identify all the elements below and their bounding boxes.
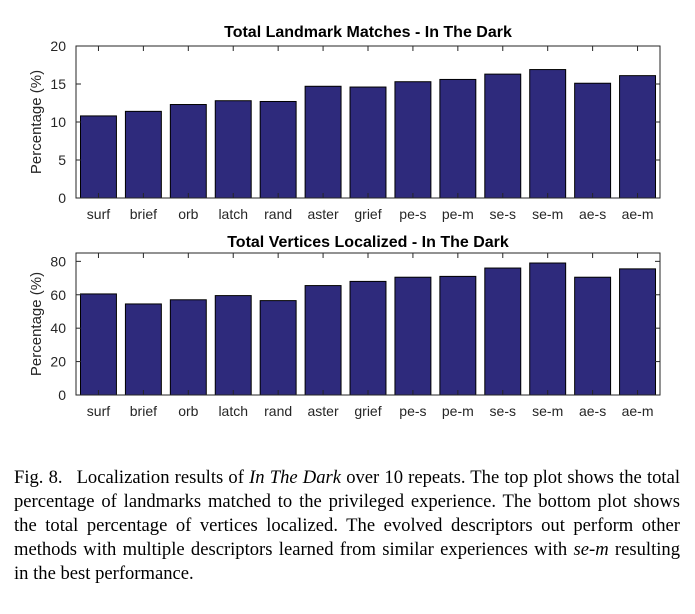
chart-1-bar-latch [214,100,252,199]
chart-2-bar-ae-m [619,268,657,396]
caption-emphasis-dataset: In The Dark [249,467,342,488]
chart-1-xtick-label-surf: surf [87,206,110,222]
chart-1-xtick-label-grief: grief [354,206,381,222]
chart-1-xtick-label-aster: aster [308,206,339,222]
chart-1-ytick-label-5: 5 [58,152,66,168]
chart-2-xtick-label-aster: aster [308,403,339,419]
chart-2-xtick-label-se-m: se-m [532,403,563,419]
chart-1-bar-se-s [484,73,522,199]
chart-2-bar-grief [349,280,387,396]
chart-1-xtick-label-pe-m: pe-m [442,206,474,222]
chart-2-bar-se-m [529,262,567,396]
chart-1-xtick-label-se-m: se-m [532,206,563,222]
chart-1-xtick-label-latch: latch [218,206,248,222]
chart-2-bar-rand [259,300,297,396]
chart-2-bar-latch [214,295,252,396]
chart-2-bar-pe-s [394,276,432,396]
chart-2-bar-aster [304,285,342,396]
chart-1-xtick-label-ae-s: ae-s [579,206,606,222]
figure-caption: Fig. 8. Localization results of In The Da… [14,466,680,586]
chart-1-ytick-label-0: 0 [58,190,66,206]
chart-2-ytick-label-0: 0 [58,387,66,403]
chart-2-xtick-label-ae-m: ae-m [622,403,654,419]
chart-2-xtick-label-brief: brief [130,403,157,419]
caption-emphasis-method: se-m [573,539,609,560]
chart-2-bar-brief [124,303,162,396]
chart-1-xtick-label-pe-s: pe-s [399,206,426,222]
chart-1-bar-orb [169,104,207,199]
chart-2-ytick-label-60: 60 [50,287,66,303]
chart-1-xtick-label-ae-m: ae-m [622,206,654,222]
chart-2-bar-surf [79,293,117,396]
chart-2-bar-orb [169,299,207,396]
chart-2-xtick-label-latch: latch [218,403,248,419]
chart-2-xtick-label-pe-s: pe-s [399,403,426,419]
chart-2-title: Total Vertices Localized - In The Dark [227,234,509,251]
chart-1-bar-ae-m [619,75,657,199]
chart-2-xtick-label-orb: orb [178,403,198,419]
chart-1-bar-brief [124,110,162,199]
caption-text-1: Localization results of [76,467,250,488]
chart-2-ytick-label-40: 40 [50,320,66,336]
chart-2-xtick-label-rand: rand [264,403,292,419]
chart-1-bar-pe-s [394,81,432,199]
chart-1-bar-grief [349,86,387,199]
caption-text-3: resulting in the best performance. [14,539,680,584]
chart-1-ytick-label-10: 10 [50,114,66,130]
chart-2-xtick-label-se-s: se-s [490,403,516,419]
chart-1-bar-se-m [529,69,567,199]
chart-1-bar-surf [79,115,117,199]
chart-2-ytick-label-20: 20 [50,354,66,370]
chart-2-bar-se-s [484,267,522,396]
chart-1-bar-rand [259,100,297,199]
chart-1-xtick-label-rand: rand [264,206,292,222]
chart-2-bar-ae-s [574,276,612,396]
chart-2-ytick-label-80: 80 [50,253,66,269]
chart-1-bar-aster [304,85,342,199]
chart-2-xtick-label-pe-m: pe-m [442,403,474,419]
chart-1-ylabel: Percentage (%) [28,70,45,174]
chart-1-xtick-label-se-s: se-s [490,206,516,222]
chart-2-ylabel: Percentage (%) [28,272,45,376]
chart-2-xtick-label-ae-s: ae-s [579,403,606,419]
chart-1-xtick-label-orb: orb [178,206,198,222]
chart-1-bar-ae-s [574,82,612,199]
chart-1-title: Total Landmark Matches - In The Dark [224,24,512,41]
caption-label: Fig. 8. [14,467,63,488]
figure-svg: Total Landmark Matches - In The Dark surf… [28,24,661,419]
chart-1-xtick-label-brief: brief [130,206,157,222]
caption-text-2: over 10 repeats. The top plot shows the … [14,467,681,560]
figure: Total Landmark Matches - In The Dark surf… [28,24,661,419]
chart-1-ytick-label-15: 15 [50,76,66,92]
chart-2-bar-pe-m [439,275,477,396]
chart-2-xtick-label-surf: surf [87,403,110,419]
chart-1-ytick-label-20: 20 [50,38,66,54]
chart-1-bar-pe-m [439,78,477,199]
chart-2-xtick-label-grief: grief [354,403,381,419]
